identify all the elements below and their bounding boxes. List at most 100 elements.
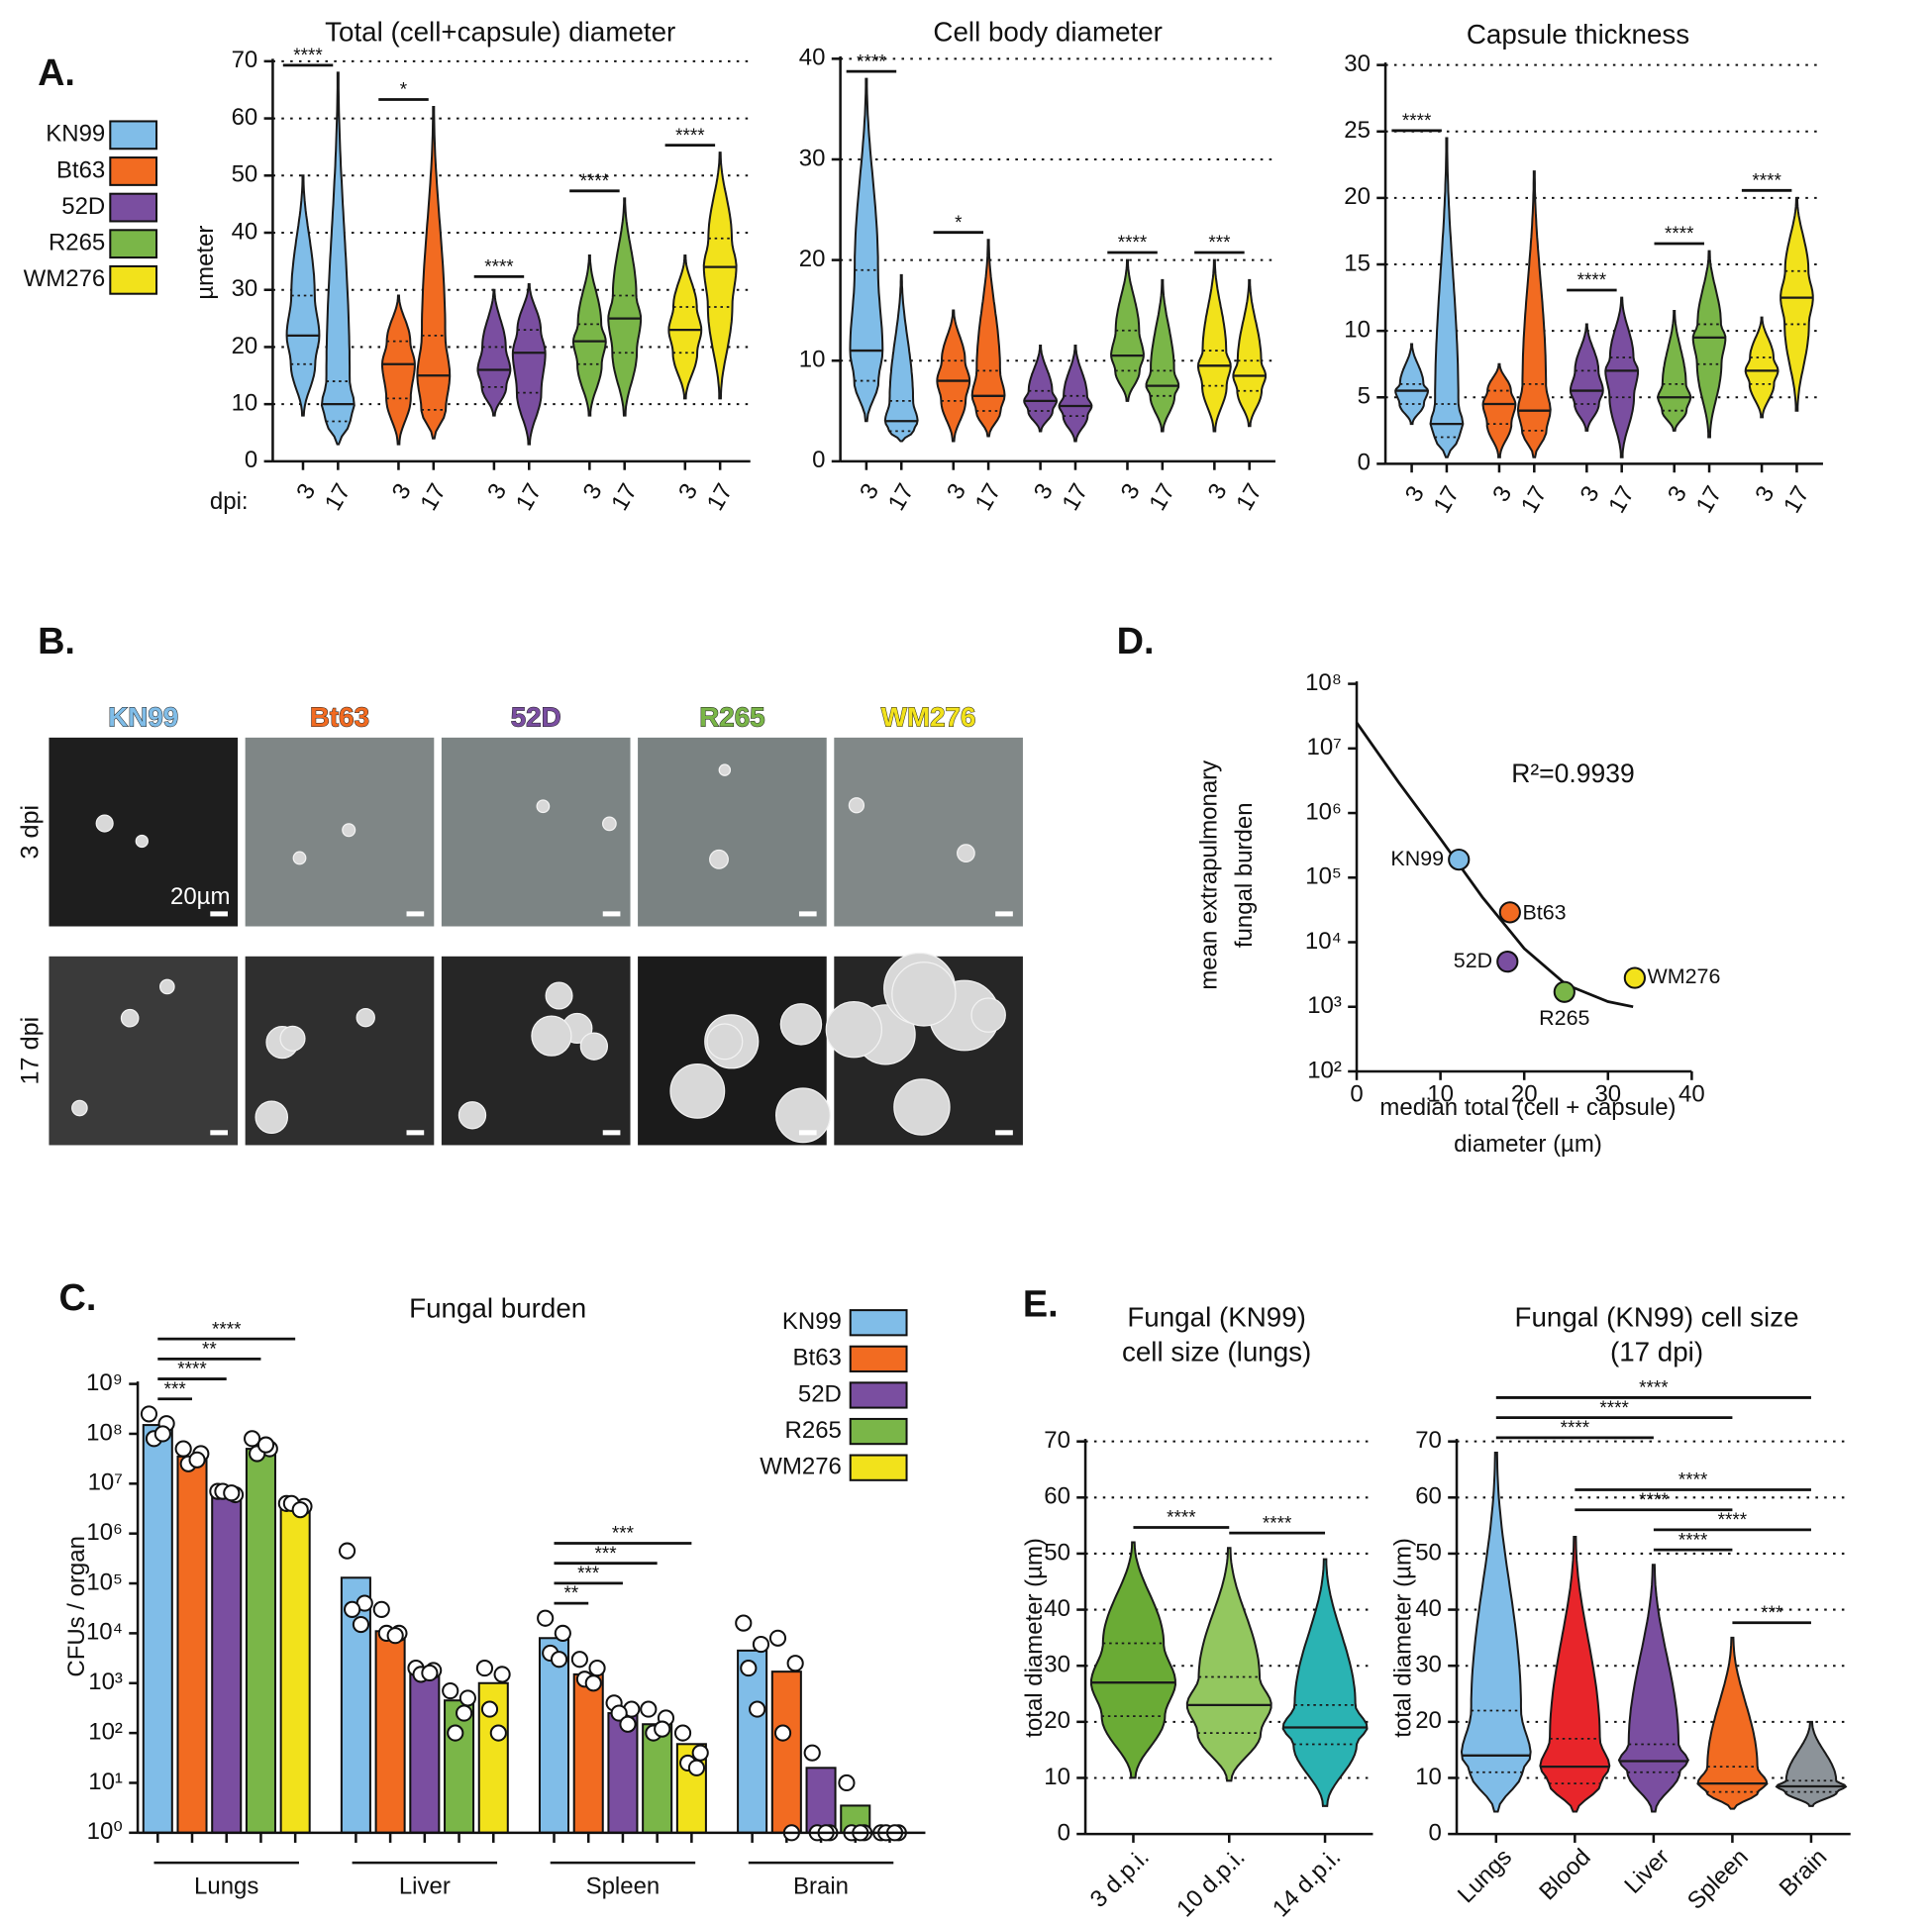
violin-body bbox=[1196, 258, 1232, 433]
violin-body bbox=[1604, 296, 1640, 458]
legend-swatch bbox=[109, 156, 158, 186]
y-tick-label: 30 bbox=[1044, 1652, 1070, 1678]
data-point bbox=[673, 1724, 692, 1742]
violin-body bbox=[381, 294, 416, 446]
significance-label: **** bbox=[212, 1319, 242, 1340]
axis-label: µmeter bbox=[192, 226, 219, 300]
violin-body bbox=[285, 174, 321, 417]
y-tick-label: 50 bbox=[232, 161, 258, 188]
x-tick-label: 3 bbox=[855, 479, 884, 504]
data-point bbox=[344, 1600, 361, 1618]
y-tick-label: 20 bbox=[799, 246, 826, 272]
y-tick-label: 40 bbox=[232, 218, 258, 245]
axis-label: total diameter (µm) bbox=[1389, 1538, 1416, 1738]
cell bbox=[458, 1101, 487, 1130]
violin-body bbox=[1539, 1535, 1611, 1813]
x-tick-label: Lungs bbox=[1453, 1844, 1517, 1908]
y-tick-label: 30 bbox=[1344, 51, 1371, 77]
significance-label: **** bbox=[675, 126, 705, 147]
legend-label: 52D bbox=[61, 193, 105, 220]
x-tick-label: 17 bbox=[415, 479, 452, 516]
x-tick-label: 17 bbox=[320, 479, 356, 516]
x-tick-label: 17 bbox=[606, 479, 643, 516]
micrograph bbox=[49, 737, 239, 927]
y-tick-label: 10⁶ bbox=[86, 1519, 123, 1546]
scale-bar bbox=[798, 1130, 817, 1136]
legend-label: WM276 bbox=[24, 265, 106, 292]
data-point bbox=[458, 1689, 476, 1707]
y-tick-label: 30 bbox=[1415, 1652, 1442, 1678]
y-tick-label: 10⁰ bbox=[87, 1818, 123, 1845]
significance-label: *** bbox=[595, 1544, 618, 1565]
data-point bbox=[691, 1744, 709, 1762]
micrograph bbox=[441, 737, 631, 927]
cell bbox=[718, 763, 732, 776]
y-tick-label: 0 bbox=[245, 447, 257, 473]
data-point bbox=[475, 1660, 494, 1677]
data-point bbox=[338, 1542, 356, 1560]
chart-title: Capsule thickness bbox=[1467, 19, 1689, 50]
data-point bbox=[768, 1629, 787, 1647]
bar bbox=[279, 1502, 311, 1834]
cell bbox=[531, 1015, 572, 1057]
violin-body bbox=[702, 152, 738, 400]
significance-label: *** bbox=[1761, 1603, 1783, 1624]
data-point bbox=[740, 1660, 758, 1677]
bar bbox=[142, 1424, 173, 1834]
violin-body bbox=[476, 288, 512, 417]
data-point bbox=[786, 1655, 804, 1672]
data-point bbox=[447, 1724, 464, 1742]
panel-label: D. bbox=[1117, 621, 1155, 662]
x-tick-label: 17 bbox=[1516, 481, 1553, 518]
chart-title: Fungal burden bbox=[409, 1292, 586, 1323]
axis-label: dpi: bbox=[210, 488, 249, 515]
row-label: 3 dpi bbox=[16, 805, 44, 860]
legend-swatch bbox=[849, 1345, 908, 1372]
significance-label: **** bbox=[1263, 1513, 1292, 1534]
legend-label: R265 bbox=[49, 230, 105, 256]
scale-bar bbox=[995, 911, 1013, 917]
data-point bbox=[588, 1660, 606, 1677]
x-tick-label: 3 bbox=[387, 479, 417, 504]
data-point bbox=[256, 1436, 275, 1454]
violin-body bbox=[1744, 316, 1779, 419]
data-point bbox=[554, 1624, 571, 1642]
bar bbox=[642, 1723, 673, 1834]
data-point bbox=[1448, 848, 1471, 871]
significance-label: **** bbox=[1678, 1470, 1708, 1491]
violin-body bbox=[1281, 1558, 1369, 1807]
cell bbox=[669, 1063, 726, 1119]
x-tick-label: 3 d.p.i. bbox=[1085, 1844, 1155, 1913]
x-tick-label: 30 bbox=[1594, 1080, 1621, 1107]
data-point bbox=[640, 1700, 658, 1718]
legend-swatch bbox=[109, 120, 158, 151]
y-tick-label: 10 bbox=[799, 347, 826, 373]
cell bbox=[709, 849, 729, 869]
data-point bbox=[1496, 951, 1519, 973]
violin-body bbox=[1516, 170, 1552, 458]
x-tick-label: 3 bbox=[1663, 481, 1692, 506]
x-tick-label: 17 bbox=[970, 479, 1007, 516]
violin-body bbox=[1185, 1547, 1272, 1782]
legend-swatch bbox=[849, 1417, 908, 1446]
violin-body bbox=[1481, 362, 1517, 458]
significance-label: **** bbox=[857, 51, 886, 72]
data-point bbox=[223, 1484, 241, 1502]
legend-swatch bbox=[109, 192, 158, 223]
data-point bbox=[493, 1666, 511, 1683]
violin-body bbox=[416, 106, 452, 440]
x-tick-label: 3 bbox=[942, 479, 971, 504]
y-tick-label: 0 bbox=[1058, 1819, 1070, 1846]
x-tick-label: 17 bbox=[1779, 481, 1815, 518]
x-tick-label: Liver bbox=[1619, 1844, 1675, 1899]
x-tick-label: 17 bbox=[702, 479, 739, 516]
y-tick-label: 50 bbox=[1415, 1539, 1442, 1566]
y-tick-label: 20 bbox=[1415, 1707, 1442, 1734]
y-tick-label: 10⁸ bbox=[86, 1419, 123, 1446]
y-tick-label: 40 bbox=[799, 45, 826, 71]
data-point bbox=[188, 1451, 206, 1468]
y-tick-label: 10⁵ bbox=[86, 1569, 123, 1595]
legend-swatch bbox=[849, 1454, 908, 1481]
y-tick-label: 10³ bbox=[1307, 992, 1342, 1019]
bar bbox=[737, 1649, 768, 1834]
